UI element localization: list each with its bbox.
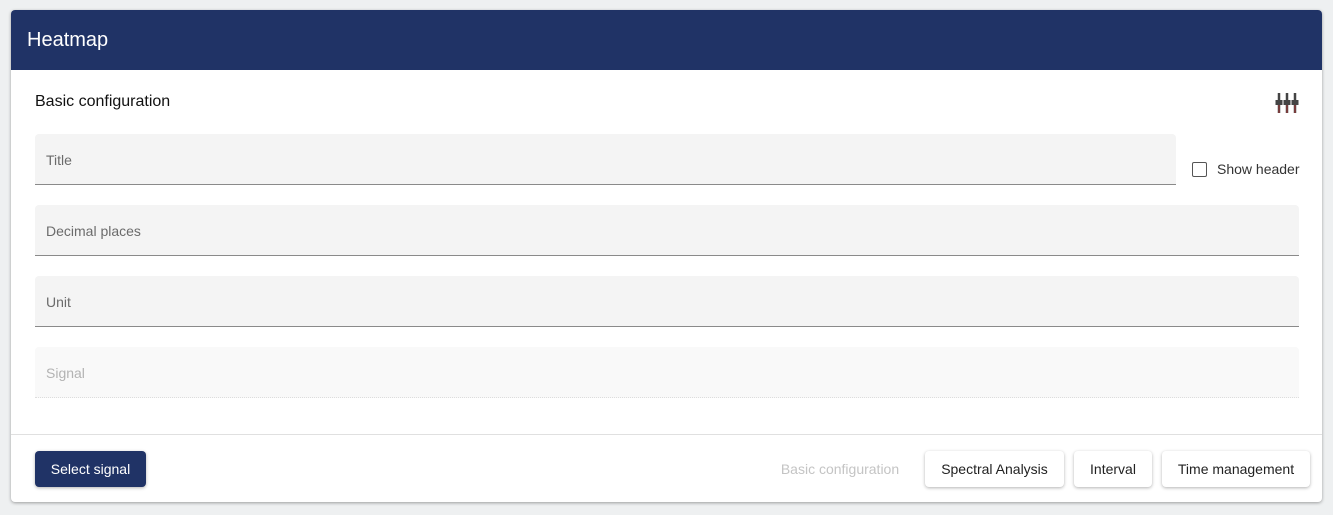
signal-label: Signal — [46, 365, 85, 381]
tune-icon[interactable] — [1274, 90, 1300, 116]
decimal-places-input[interactable]: Decimal places — [35, 205, 1299, 256]
title-input[interactable]: Title — [35, 134, 1176, 185]
signal-input: Signal — [35, 347, 1299, 398]
tab-basic-configuration[interactable]: Basic configuration — [780, 461, 900, 477]
section-title: Basic configuration — [35, 93, 171, 110]
card-header: Heatmap — [11, 10, 1322, 70]
tab-time-management[interactable]: Time management — [1162, 451, 1310, 487]
tab-interval[interactable]: Interval — [1074, 451, 1152, 487]
tab-spectral-analysis[interactable]: Spectral Analysis — [925, 451, 1064, 487]
title-label: Title — [46, 152, 72, 168]
unit-label: Unit — [46, 294, 71, 310]
checkbox-box[interactable] — [1192, 161, 1207, 177]
decimal-places-label: Decimal places — [46, 223, 141, 239]
show-header-checkbox[interactable]: Show header — [1192, 161, 1300, 177]
heatmap-config-card: Heatmap Basic configuration Title Show h… — [11, 10, 1322, 502]
footer-divider — [11, 434, 1322, 435]
select-signal-button[interactable]: Select signal — [35, 451, 146, 487]
show-header-label: Show header — [1217, 161, 1300, 177]
unit-input[interactable]: Unit — [35, 276, 1299, 327]
